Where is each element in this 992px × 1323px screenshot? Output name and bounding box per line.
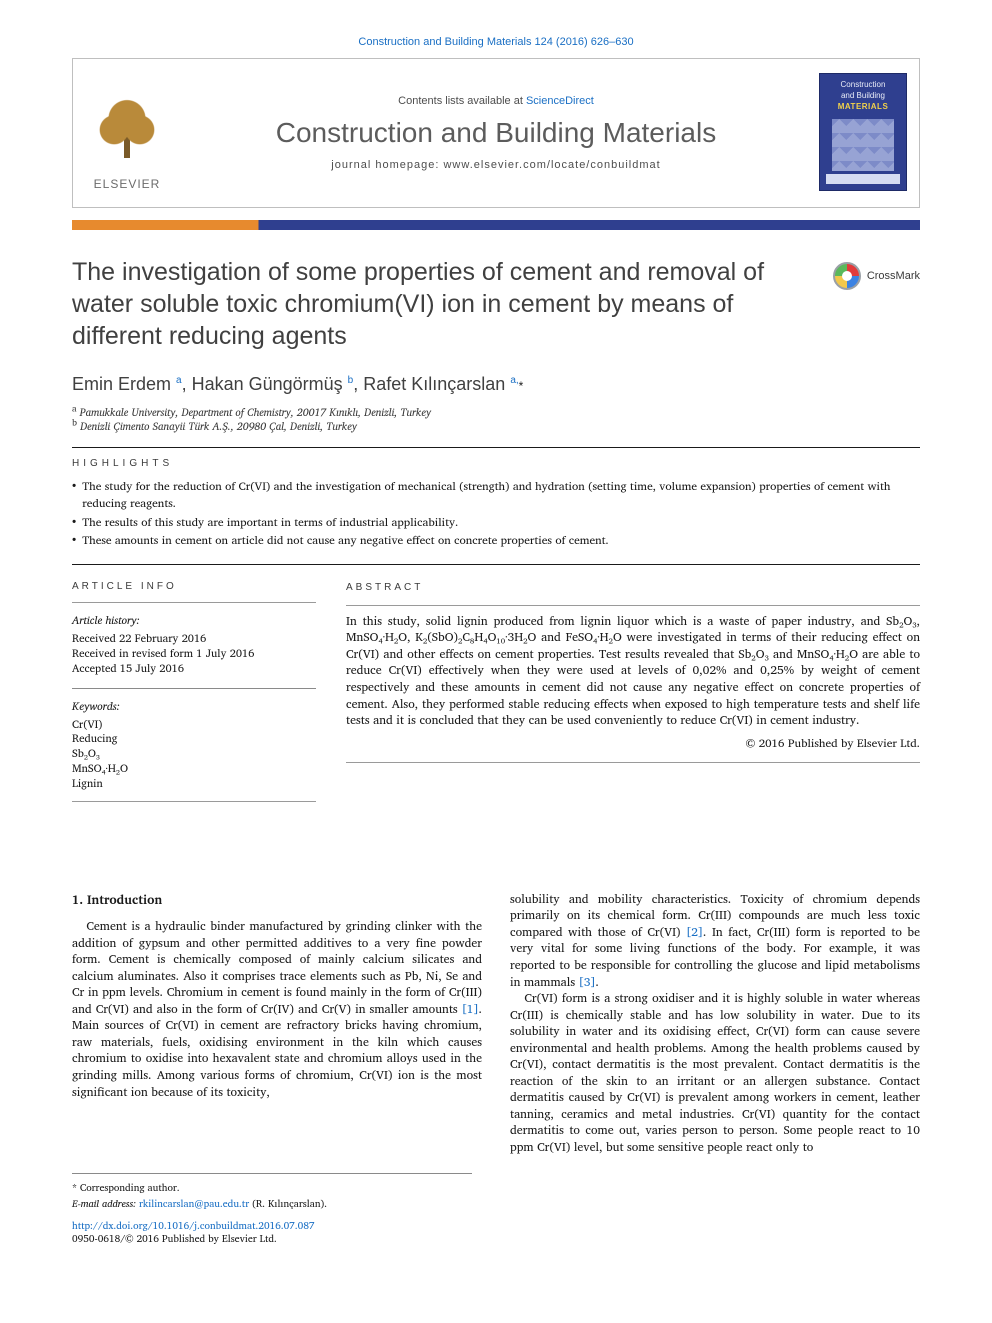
abstract-copyright: © 2016 Published by Elsevier Ltd. — [346, 736, 920, 752]
elsevier-tree-icon — [95, 93, 159, 173]
body-paragraph: Cr(VI) form is a strong oxidiser and it … — [510, 991, 920, 1156]
highlight-item: These amounts in cement on article did n… — [72, 533, 920, 550]
cover-image-placeholder — [832, 119, 894, 171]
body-two-columns: 1. Introduction Cement is a hydraulic bi… — [72, 892, 920, 1157]
article-info-column: ARTICLE INFO Article history: Received 2… — [72, 575, 316, 802]
corresponding-email-link[interactable]: rkilincarslan@pau.edu.tr — [139, 1196, 249, 1212]
affil-marker: b — [72, 415, 77, 430]
horizontal-rule — [72, 447, 920, 448]
elsevier-logo: ELSEVIER — [85, 73, 169, 191]
section-heading-intro: 1. Introduction — [72, 892, 482, 909]
highlights-list: The study for the reduction of Cr(VI) an… — [72, 479, 920, 550]
homepage-url[interactable]: www.elsevier.com/locate/conbuildmat — [443, 159, 660, 171]
issn-copyright-line: 0950-0618/© 2016 Published by Elsevier L… — [72, 1233, 920, 1246]
thin-rule — [72, 602, 316, 603]
cover-line-1: Construction — [841, 80, 886, 89]
doi-block: http://dx.doi.org/10.1016/j.conbuildmat.… — [72, 1220, 920, 1246]
highlight-text: The results of this study are important … — [82, 515, 458, 532]
horizontal-rule — [72, 564, 920, 565]
publisher-name: ELSEVIER — [94, 177, 161, 191]
email-owner: (R. Kılınçarslan). — [252, 1196, 327, 1212]
cover-line-2: and Building — [841, 91, 885, 100]
journal-cover-thumbnail: Construction and Building MATERIALS — [819, 73, 907, 191]
journal-name: Construction and Building Materials — [276, 117, 716, 149]
running-head: Construction and Building Materials 124 … — [72, 36, 920, 48]
keywords-list: Cr(VI) Reducing Sb₂O₃ MnSO₄·H₂O Lignin — [72, 717, 316, 791]
article-history: Received 22 February 2016 Received in re… — [72, 631, 316, 676]
masthead: ELSEVIER Contents lists available at Sci… — [72, 58, 920, 208]
keyword: MnSO₄·H₂O — [72, 761, 316, 776]
crossmark-badge[interactable]: CrossMark — [833, 262, 920, 290]
cover-footer-bar — [826, 174, 900, 184]
article-history-heading: Article history: — [72, 611, 316, 629]
gradient-divider-bar — [72, 220, 920, 230]
thin-rule — [72, 688, 316, 689]
crossmark-icon — [833, 262, 861, 290]
keyword: Lignin — [72, 776, 316, 791]
highlight-text: These amounts in cement on article did n… — [82, 533, 609, 550]
history-line: Accepted 15 July 2016 — [72, 661, 316, 676]
abstract-text: In this study, solid lignin produced fro… — [346, 614, 920, 730]
contents-prefix: Contents lists available at — [398, 95, 526, 107]
abstract-column: ABSTRACT In this study, solid lignin pro… — [346, 575, 920, 802]
affiliation-b: b Denizli Çimento Sanayii Türk A.Ş., 209… — [72, 419, 920, 433]
affil-text: Denizli Çimento Sanayii Türk A.Ş., 20980… — [80, 417, 357, 435]
highlights-heading: HIGHLIGHTS — [72, 458, 920, 469]
footnotes: * Corresponding author. E-mail address: … — [72, 1173, 472, 1212]
contents-available-line: Contents lists available at ScienceDirec… — [398, 95, 594, 107]
sciencedirect-link[interactable]: ScienceDirect — [526, 95, 594, 107]
journal-homepage-line: journal homepage: www.elsevier.com/locat… — [331, 159, 660, 171]
thin-rule — [346, 605, 920, 606]
section-title: Introduction — [87, 890, 162, 910]
crossmark-label: CrossMark — [867, 270, 920, 282]
email-line: E-mail address: rkilincarslan@pau.edu.tr… — [72, 1196, 472, 1212]
keyword: Reducing — [72, 731, 316, 746]
affiliations: a Pamukkale University, Department of Ch… — [72, 405, 920, 433]
cover-line-3: MATERIALS — [838, 102, 889, 111]
article-info-heading: ARTICLE INFO — [72, 581, 316, 592]
article-title: The investigation of some properties of … — [72, 256, 815, 352]
highlight-item: The study for the reduction of Cr(VI) an… — [72, 479, 920, 512]
homepage-prefix: journal homepage: — [331, 159, 443, 171]
citation-link[interactable]: [2] — [686, 923, 703, 942]
section-number: 1. — [72, 890, 83, 910]
citation-link[interactable]: [1] — [462, 1000, 479, 1019]
email-label: E-mail address: — [72, 1196, 136, 1212]
corresponding-author-note: * Corresponding author. — [72, 1180, 472, 1196]
affil-marker: a — [72, 401, 77, 416]
keywords-heading: Keywords: — [72, 697, 316, 715]
thin-rule — [346, 762, 920, 763]
thin-rule — [72, 801, 316, 802]
body-paragraph: solubility and mobility characteristics.… — [510, 892, 920, 991]
highlight-text: The study for the reduction of Cr(VI) an… — [82, 479, 920, 512]
author-list: Emin Erdem a, Hakan Güngörmüş b, Rafet K… — [72, 374, 920, 395]
abstract-heading: ABSTRACT — [346, 581, 920, 595]
body-paragraph: Cement is a hydraulic binder manufacture… — [72, 919, 482, 1101]
highlight-item: The results of this study are important … — [72, 515, 920, 532]
